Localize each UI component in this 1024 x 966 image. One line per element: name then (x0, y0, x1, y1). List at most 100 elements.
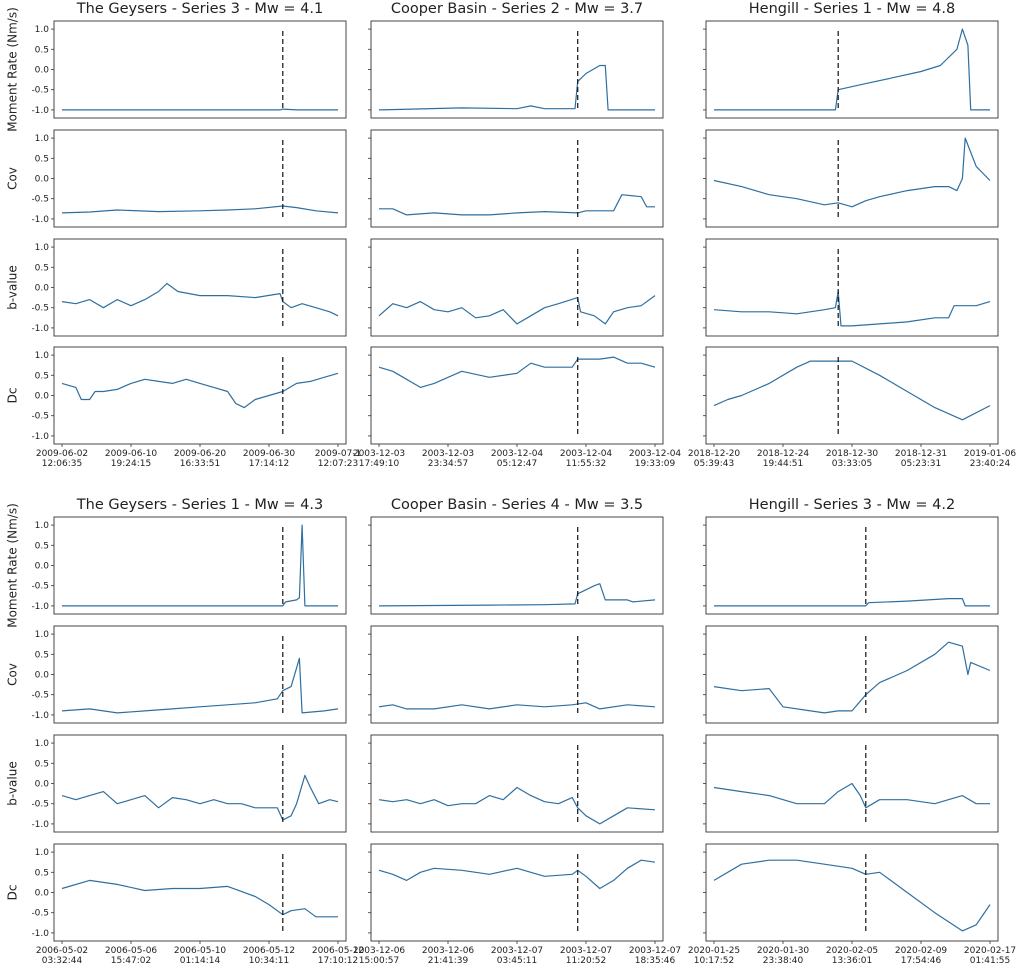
x-tick-label: 2009-07-1 (315, 449, 362, 459)
x-tick-label: 12:07:23 (318, 459, 358, 469)
y-tick-label: -1.0 (31, 106, 49, 116)
subplot: 1.0 0.5 0.0 -0.5 -1.0 (31, 516, 347, 615)
y-tick-label: -1.0 (31, 929, 49, 939)
y-tick-label: 0.0 (35, 889, 50, 899)
subplot (368, 20, 664, 119)
axes-frame (53, 129, 347, 228)
y-tick-label: -1.0 (31, 602, 49, 612)
y-tick-label: 0.5 (35, 263, 49, 273)
subplot (368, 734, 664, 833)
x-tick-label: 19:33:09 (635, 459, 676, 469)
x-tick-label: 01:14:14 (180, 956, 221, 966)
x-tick-label: 2018-12-31 (895, 449, 947, 459)
y-tick-label: -1.0 (31, 324, 49, 334)
x-tick-label: 17:49:10 (359, 459, 400, 469)
x-tick-label: 13:36:01 (832, 956, 872, 966)
y-tick-label: 0.5 (35, 371, 49, 381)
axes-frame (53, 238, 347, 337)
x-tick-label: 2019-01-06 (964, 449, 1017, 459)
subplot (703, 516, 999, 615)
series-line (378, 859, 656, 890)
series-line (714, 28, 990, 111)
axes-frame (705, 516, 999, 615)
x-tick-label: 2009-06-10 (105, 449, 158, 459)
x-tick-label: 2020-02-17 (964, 946, 1016, 956)
x-tick-label: 2006-05-10 (174, 946, 227, 956)
x-tick-label: 2003-12-06 (353, 946, 406, 956)
subplot (368, 516, 664, 615)
y-tick-label: -0.5 (31, 800, 49, 810)
x-tick-label: 12:06:35 (42, 459, 82, 469)
series-line (61, 372, 339, 409)
y-tick-label: 0.0 (35, 562, 50, 572)
x-tick-label: 2020-02-05 (826, 946, 878, 956)
x-tick-label: 18:35:46 (635, 956, 676, 966)
x-tick-label: 2006-05-06 (105, 946, 158, 956)
axes-frame (705, 129, 999, 228)
subplot: 1.0 0.5 0.0 -0.5 -1.0 (31, 734, 347, 833)
y-tick-label: 0.5 (35, 868, 49, 878)
subplot (703, 734, 999, 833)
x-tick-label: 19:24:15 (111, 459, 151, 469)
x-tick-label: 2003-12-03 (353, 449, 405, 459)
panel-title: Hengill - Series 1 - Mw = 4.8 (749, 1, 955, 17)
series-line (62, 108, 338, 111)
series-line (378, 583, 656, 607)
panel-title: Cooper Basin - Series 2 - Mw = 3.7 (391, 1, 643, 17)
series-line (378, 702, 656, 710)
x-tick-label: 15:00:57 (359, 956, 399, 966)
subplot: 2003-12-0317:49:102003-12-0323:34:572003… (353, 346, 681, 469)
x-tick-label: 23:40:24 (970, 459, 1011, 469)
y-tick-label: -0.5 (31, 304, 49, 314)
series-line (713, 641, 991, 714)
panel-title: Cooper Basin - Series 4 - Mw = 3.5 (391, 497, 643, 513)
y-tick-label: 0.5 (35, 650, 49, 660)
y-axis-label: Dc (6, 388, 20, 404)
series-line (62, 524, 338, 607)
panel-title: The Geysers - Series 3 - Mw = 4.1 (76, 1, 323, 17)
y-tick-label: -0.5 (31, 691, 49, 701)
x-tick-label: 23:38:40 (763, 956, 804, 966)
x-tick-label: 19:44:51 (763, 459, 803, 469)
x-tick-label: 2006-05-12 (243, 946, 295, 956)
subplot (703, 129, 999, 228)
x-tick-label: 05:39:43 (694, 459, 734, 469)
axes-frame (370, 238, 664, 337)
y-axis-label: Moment Rate (Nm/s) (6, 503, 20, 628)
subplot: 1.0 0.5 0.0 -0.5 -1.0 (31, 129, 347, 228)
x-tick-label: 2003-12-07 (491, 946, 543, 956)
panel-title: Hengill - Series 3 - Mw = 4.2 (749, 497, 955, 513)
x-tick-label: 2003-12-04 (560, 449, 613, 459)
x-tick-label: 2003-12-07 (560, 946, 612, 956)
y-tick-label: -1.0 (31, 215, 49, 225)
x-tick-label: 2003-12-03 (422, 449, 474, 459)
y-tick-label: -0.5 (31, 412, 49, 422)
x-tick-label: 2003-12-04 (491, 449, 544, 459)
series-line (379, 194, 655, 216)
x-tick-label: 2003-12-07 (629, 946, 681, 956)
axes-frame (705, 20, 999, 119)
subplot (368, 625, 664, 724)
y-tick-label: -0.5 (31, 86, 49, 96)
axes-frame (53, 20, 347, 119)
x-tick-label: 17:14:12 (249, 459, 289, 469)
x-tick-label: 10:34:11 (249, 956, 289, 966)
y-axis-label: Cov (6, 663, 20, 686)
x-tick-label: 2009-06-20 (174, 449, 227, 459)
axes-frame (370, 734, 664, 833)
x-tick-label: 23:34:57 (428, 459, 468, 469)
series-line (61, 282, 339, 317)
subplot: 1.0 0.5 0.0 -0.5 -1.0 (31, 20, 347, 119)
x-tick-label: 2018-12-20 (688, 449, 741, 459)
y-tick-label: -0.5 (31, 582, 49, 592)
subplot: 1.0 0.5 0.0 -0.5 -1.0 (31, 625, 347, 724)
y-tick-label: 1.0 (35, 25, 50, 35)
x-tick-label: 01:41:55 (970, 956, 1010, 966)
series-line (713, 360, 991, 421)
x-tick-label: 03:32:44 (42, 956, 83, 966)
y-tick-label: 0.0 (35, 175, 50, 185)
y-tick-label: 1.0 (35, 630, 50, 640)
